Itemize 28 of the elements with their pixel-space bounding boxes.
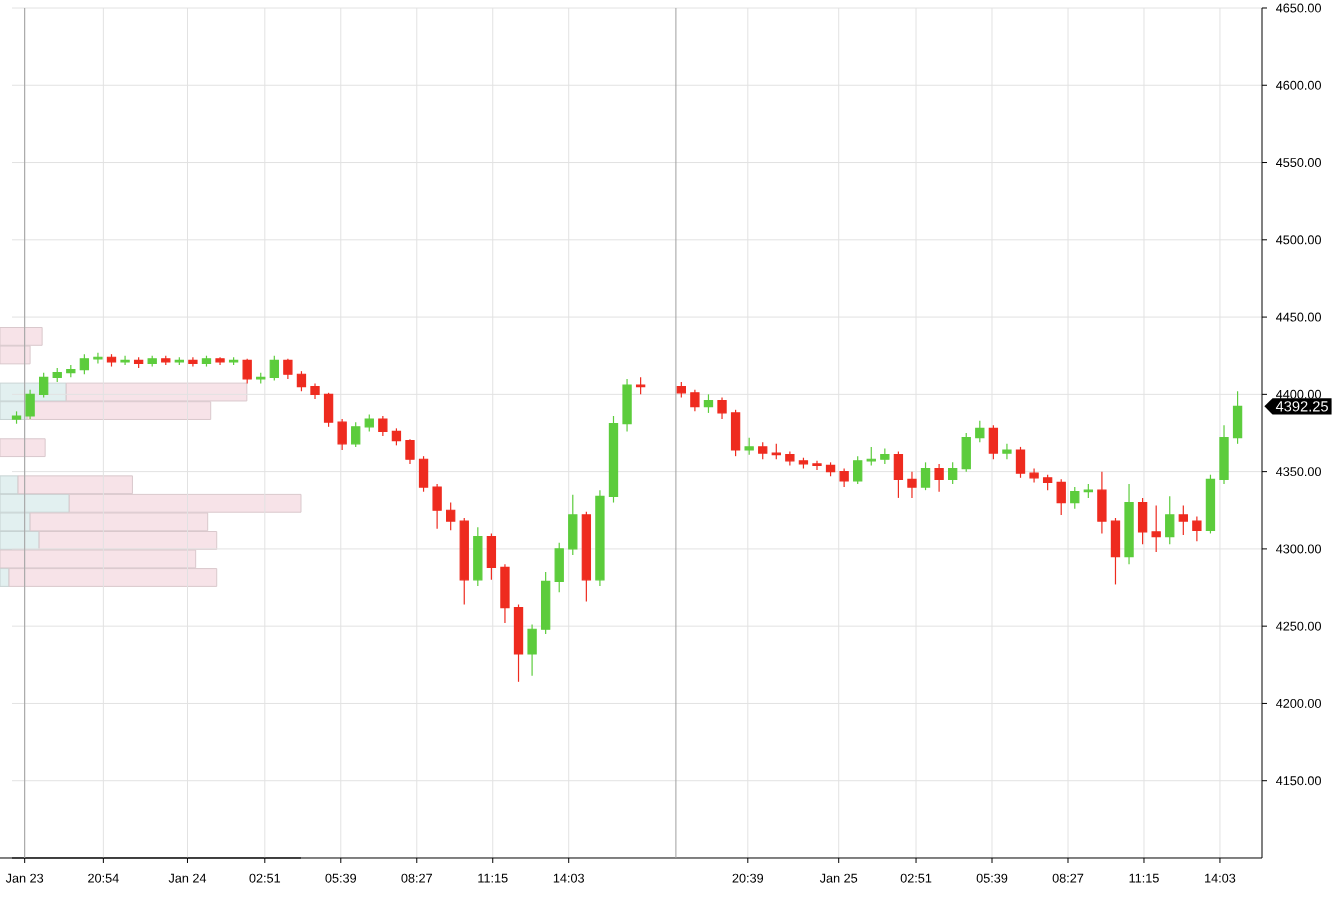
y-tick-label: 4300.00 [1276,544,1321,554]
x-tick-label: 05:39 [325,873,357,883]
y-tick-label: 4450.00 [1276,312,1321,322]
x-tick-label: 08:27 [401,873,432,883]
y-tick-label: 4400.00 [1276,389,1321,399]
y-tick-label: 4200.00 [1276,698,1321,708]
x-tick-label: Jan 25 [819,873,858,883]
y-tick-label: 4500.00 [1276,235,1321,245]
x-tick-label: 02:51 [249,873,281,883]
x-tick-label: 02:51 [900,873,932,883]
x-tick-label: 11:15 [1129,873,1159,883]
x-tick-label: 20:54 [88,873,119,883]
x-tick-label: 11:15 [478,873,508,883]
y-tick-label: 4350.00 [1276,467,1321,477]
annotation: 4392.25 [1275,401,1328,412]
y-tick-label: 4250.00 [1276,621,1321,631]
y-tick-label: 4150.00 [1276,776,1321,786]
x-tick-label: Jan 24 [168,873,207,883]
y-tick-label: 4550.00 [1276,158,1321,168]
bar [0,438,46,458]
x-tick-label: 20:39 [732,873,764,883]
y-tick-label: 4650.00 [1276,3,1321,13]
x-tick-label: 14:03 [553,873,584,883]
x-tick-label: 08:27 [1052,873,1084,883]
y-tick-label: 4600.00 [1276,80,1321,90]
x-tick-label: Jan 23 [5,873,44,883]
x-tick-label: 05:39 [976,873,1008,883]
x-tick-label: 14:03 [1205,873,1236,883]
